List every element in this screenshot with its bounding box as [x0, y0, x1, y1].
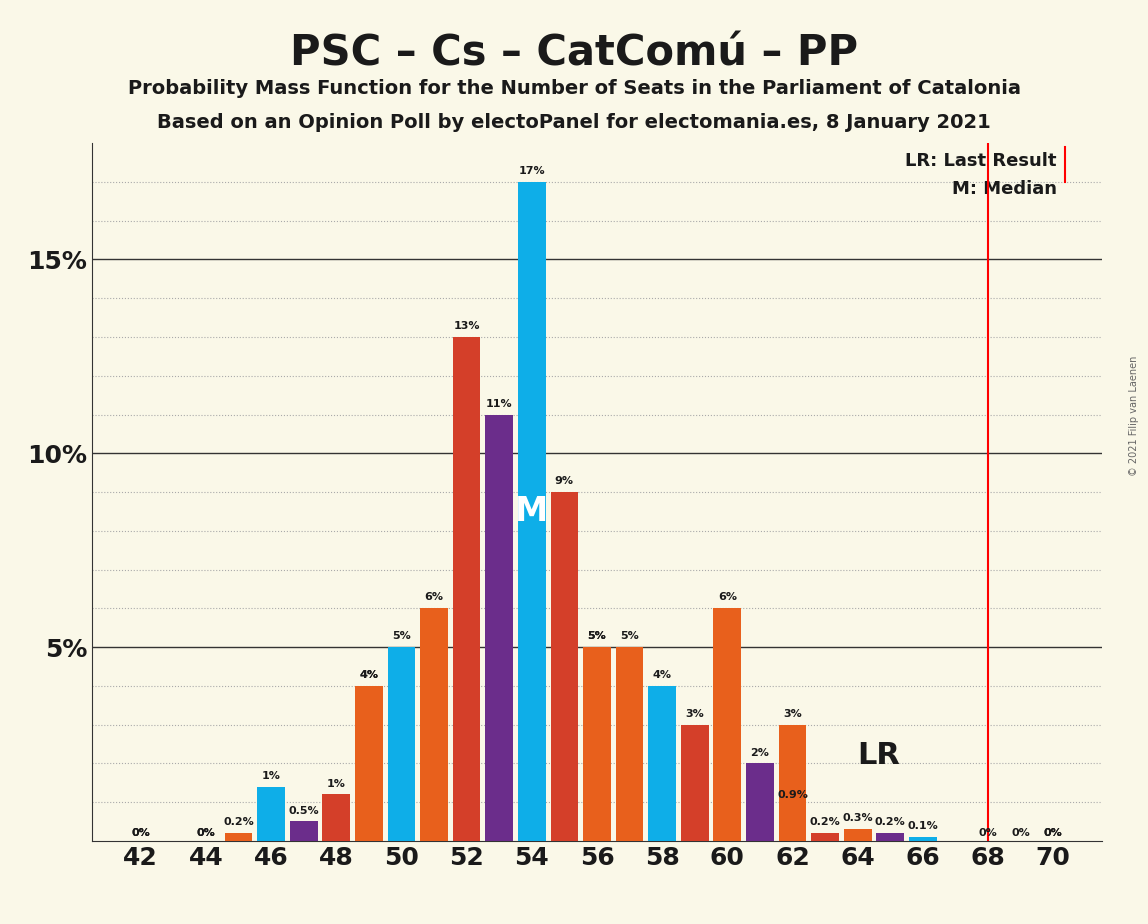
Text: 0%: 0% — [196, 828, 216, 838]
Text: 0.1%: 0.1% — [907, 821, 938, 832]
Text: 0.2%: 0.2% — [809, 817, 840, 827]
Bar — [551, 492, 579, 841]
Bar — [355, 686, 382, 841]
Bar — [583, 647, 611, 841]
Text: M: M — [515, 495, 549, 528]
Text: Based on an Opinion Poll by electoPanel for electomania.es, 8 January 2021: Based on an Opinion Poll by electoPanel … — [157, 113, 991, 132]
Bar — [746, 763, 774, 841]
Text: 0.9%: 0.9% — [777, 790, 808, 800]
Text: LR: Last Result: LR: Last Result — [905, 152, 1056, 170]
Text: 0%: 0% — [1044, 828, 1063, 838]
Text: Probability Mass Function for the Number of Seats in the Parliament of Catalonia: Probability Mass Function for the Number… — [127, 79, 1021, 98]
Bar — [452, 337, 481, 841]
Text: M: Median: M: Median — [952, 179, 1056, 198]
Bar — [844, 829, 871, 841]
Bar — [388, 647, 416, 841]
Text: 0%: 0% — [196, 828, 216, 838]
Text: 5%: 5% — [588, 631, 606, 641]
Text: 5%: 5% — [620, 631, 639, 641]
Bar — [681, 724, 708, 841]
Bar — [713, 608, 742, 841]
Bar — [355, 686, 382, 841]
Text: PSC – Cs – CatComú – PP: PSC – Cs – CatComú – PP — [290, 32, 858, 74]
Bar — [649, 686, 676, 841]
Text: 5%: 5% — [588, 631, 606, 641]
Text: 9%: 9% — [554, 476, 574, 486]
Bar — [812, 833, 839, 841]
Bar — [518, 182, 545, 841]
Text: 0%: 0% — [978, 828, 998, 838]
Text: LR: LR — [858, 741, 900, 770]
Text: 4%: 4% — [359, 670, 379, 680]
Bar — [909, 837, 937, 841]
Text: 11%: 11% — [486, 398, 512, 408]
Bar — [289, 821, 318, 841]
Bar — [615, 647, 643, 841]
Text: 0.5%: 0.5% — [288, 806, 319, 816]
Bar — [583, 647, 611, 841]
Bar — [225, 833, 253, 841]
Bar — [257, 786, 285, 841]
Text: 0.2%: 0.2% — [223, 817, 254, 827]
Text: 5%: 5% — [393, 631, 411, 641]
Text: 4%: 4% — [359, 670, 379, 680]
Bar — [420, 608, 448, 841]
Bar — [778, 806, 806, 841]
Text: 0%: 0% — [131, 828, 150, 838]
Bar — [486, 415, 513, 841]
Text: 3%: 3% — [685, 709, 704, 719]
Text: 0%: 0% — [1044, 828, 1063, 838]
Text: 13%: 13% — [453, 322, 480, 331]
Text: 4%: 4% — [652, 670, 672, 680]
Text: 17%: 17% — [519, 166, 545, 176]
Text: 1%: 1% — [327, 779, 346, 788]
Text: 2%: 2% — [751, 748, 769, 758]
Text: 0.3%: 0.3% — [843, 813, 872, 823]
Text: 3%: 3% — [783, 709, 801, 719]
Text: 0%: 0% — [1011, 828, 1030, 838]
Text: 6%: 6% — [425, 592, 443, 602]
Bar — [323, 795, 350, 841]
Text: 0.2%: 0.2% — [875, 817, 906, 827]
Text: © 2021 Filip van Laenen: © 2021 Filip van Laenen — [1130, 356, 1139, 476]
Bar — [778, 724, 806, 841]
Bar — [876, 833, 905, 841]
Text: 0%: 0% — [131, 828, 150, 838]
Text: 6%: 6% — [718, 592, 737, 602]
Text: 1%: 1% — [262, 771, 280, 781]
